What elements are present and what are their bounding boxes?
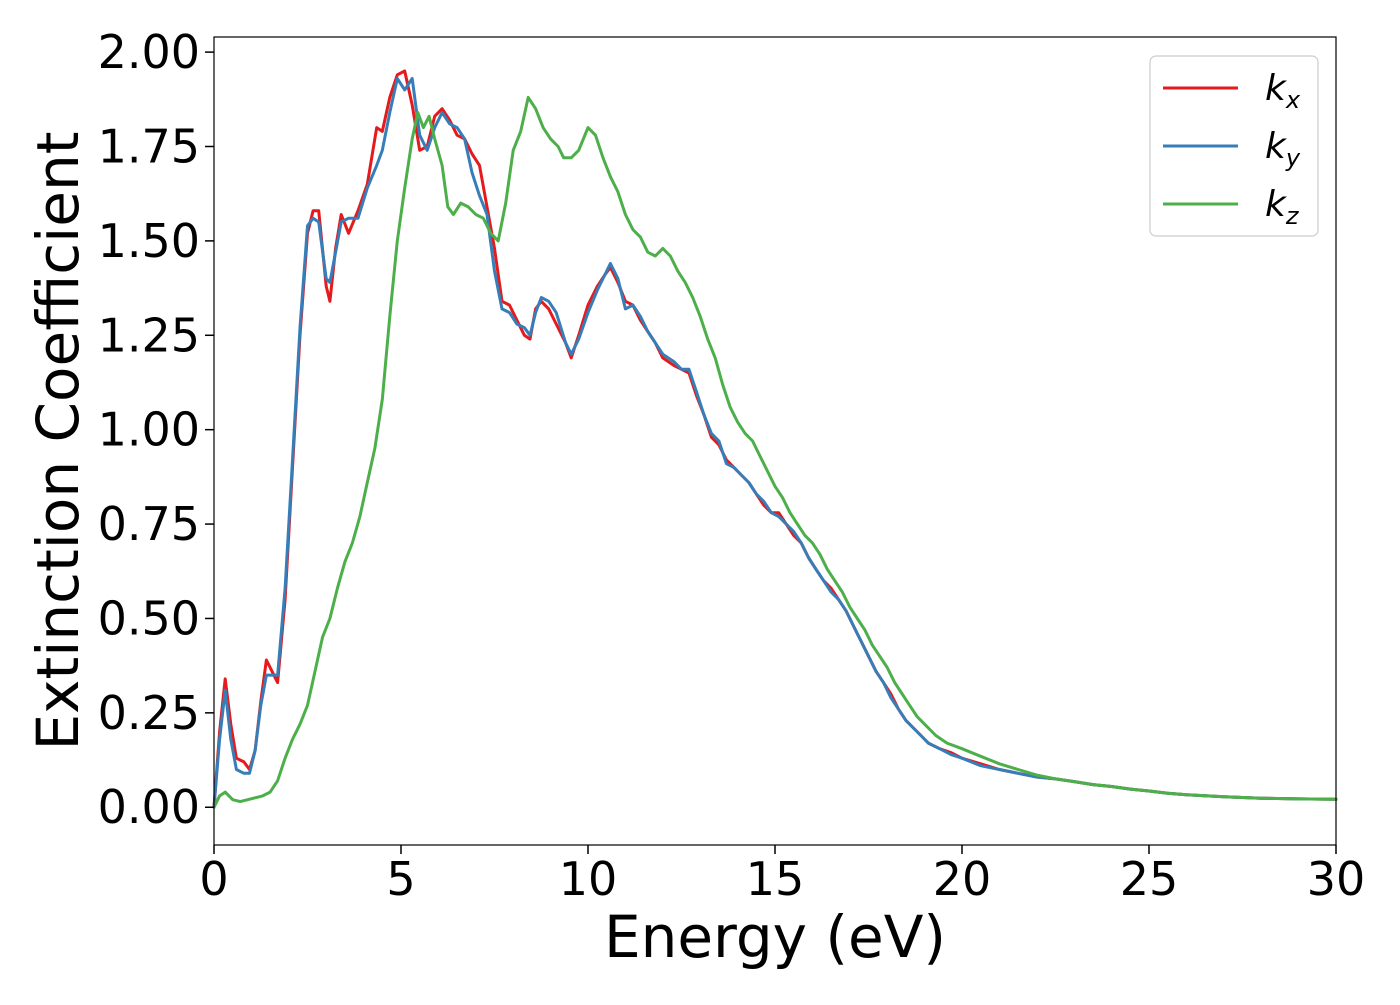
- x-tick-label: 5: [386, 852, 415, 906]
- legend-entries: kx ky kz: [1163, 68, 1301, 230]
- x-tick-label: 25: [1120, 852, 1179, 906]
- series-layer: [212, 69, 1338, 809]
- series-line-k-y: [212, 77, 1338, 809]
- y-tick-label: 0.00: [98, 780, 200, 834]
- y-tick-label: 2.00: [98, 25, 200, 79]
- y-tick-label: 1.50: [98, 214, 200, 268]
- x-axis-ticks: 0 5 10 15 20 25 30: [199, 845, 1365, 906]
- series-line-k-z: [212, 95, 1338, 809]
- x-axis-label: Energy (eV): [604, 903, 946, 971]
- y-tick-label: 1.00: [98, 403, 200, 457]
- y-axis-label: Extinction Coefficient: [24, 132, 92, 751]
- y-tick-label: 1.25: [98, 308, 200, 362]
- x-tick-label: 15: [746, 852, 805, 906]
- y-tick-label: 0.75: [98, 497, 200, 551]
- y-axis-ticks: 0.00 0.25 0.50 0.75 1.00 1.25 1.50 1.75 2.00: [98, 25, 214, 834]
- x-tick-label: 10: [559, 852, 618, 906]
- legend-label-z: kz: [1265, 184, 1300, 230]
- x-tick-label: 20: [933, 852, 992, 906]
- legend-label-x: kx: [1265, 68, 1301, 114]
- x-tick-label: 30: [1307, 852, 1366, 906]
- y-tick-label: 0.25: [98, 686, 200, 740]
- x-tick-label: 0: [199, 852, 228, 906]
- y-tick-label: 0.50: [98, 591, 200, 645]
- legend: kx ky kz: [1149, 55, 1319, 237]
- legend-label-y: ky: [1265, 126, 1301, 172]
- y-tick-label: 1.75: [98, 119, 200, 173]
